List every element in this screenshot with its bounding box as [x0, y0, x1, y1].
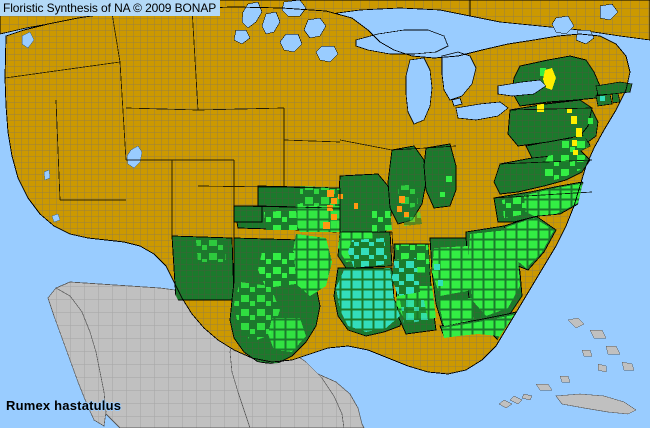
lake-stclair — [451, 97, 463, 107]
cluster-north-carolina — [522, 184, 590, 216]
state-massachusetts — [595, 81, 633, 96]
great-salt-lake — [126, 145, 143, 169]
great-lakes — [355, 29, 547, 125]
rare-county-markers — [537, 68, 582, 155]
species-name-label: Rumex hastatulus — [6, 398, 122, 413]
lake-huron — [441, 51, 477, 101]
map-outlines — [4, 6, 631, 375]
map-title-banner: Floristic Synthesis of NA © 2009 BONAP — [0, 0, 221, 16]
cluster-louisiana-cyan — [336, 268, 400, 332]
northern-lakes — [233, 0, 619, 63]
lake-ontario — [497, 79, 547, 97]
florida-keys — [498, 393, 533, 409]
lake-tahoe — [43, 169, 51, 181]
lake-michigan — [405, 57, 433, 125]
cluster-south-carolina — [504, 218, 554, 268]
adventive-county-clusters — [336, 238, 443, 332]
western-water — [21, 31, 143, 223]
cluster-georgia — [468, 230, 520, 316]
lake-superior — [355, 29, 449, 55]
cluster-east-texas — [292, 234, 332, 296]
cluster-alabama — [432, 246, 472, 296]
puget-sound — [21, 31, 35, 49]
state-indiana — [423, 143, 457, 209]
mexico-region — [47, 281, 637, 428]
cluster-virginia — [542, 150, 586, 182]
lake-erie — [455, 101, 509, 121]
salton-sea — [51, 213, 61, 223]
